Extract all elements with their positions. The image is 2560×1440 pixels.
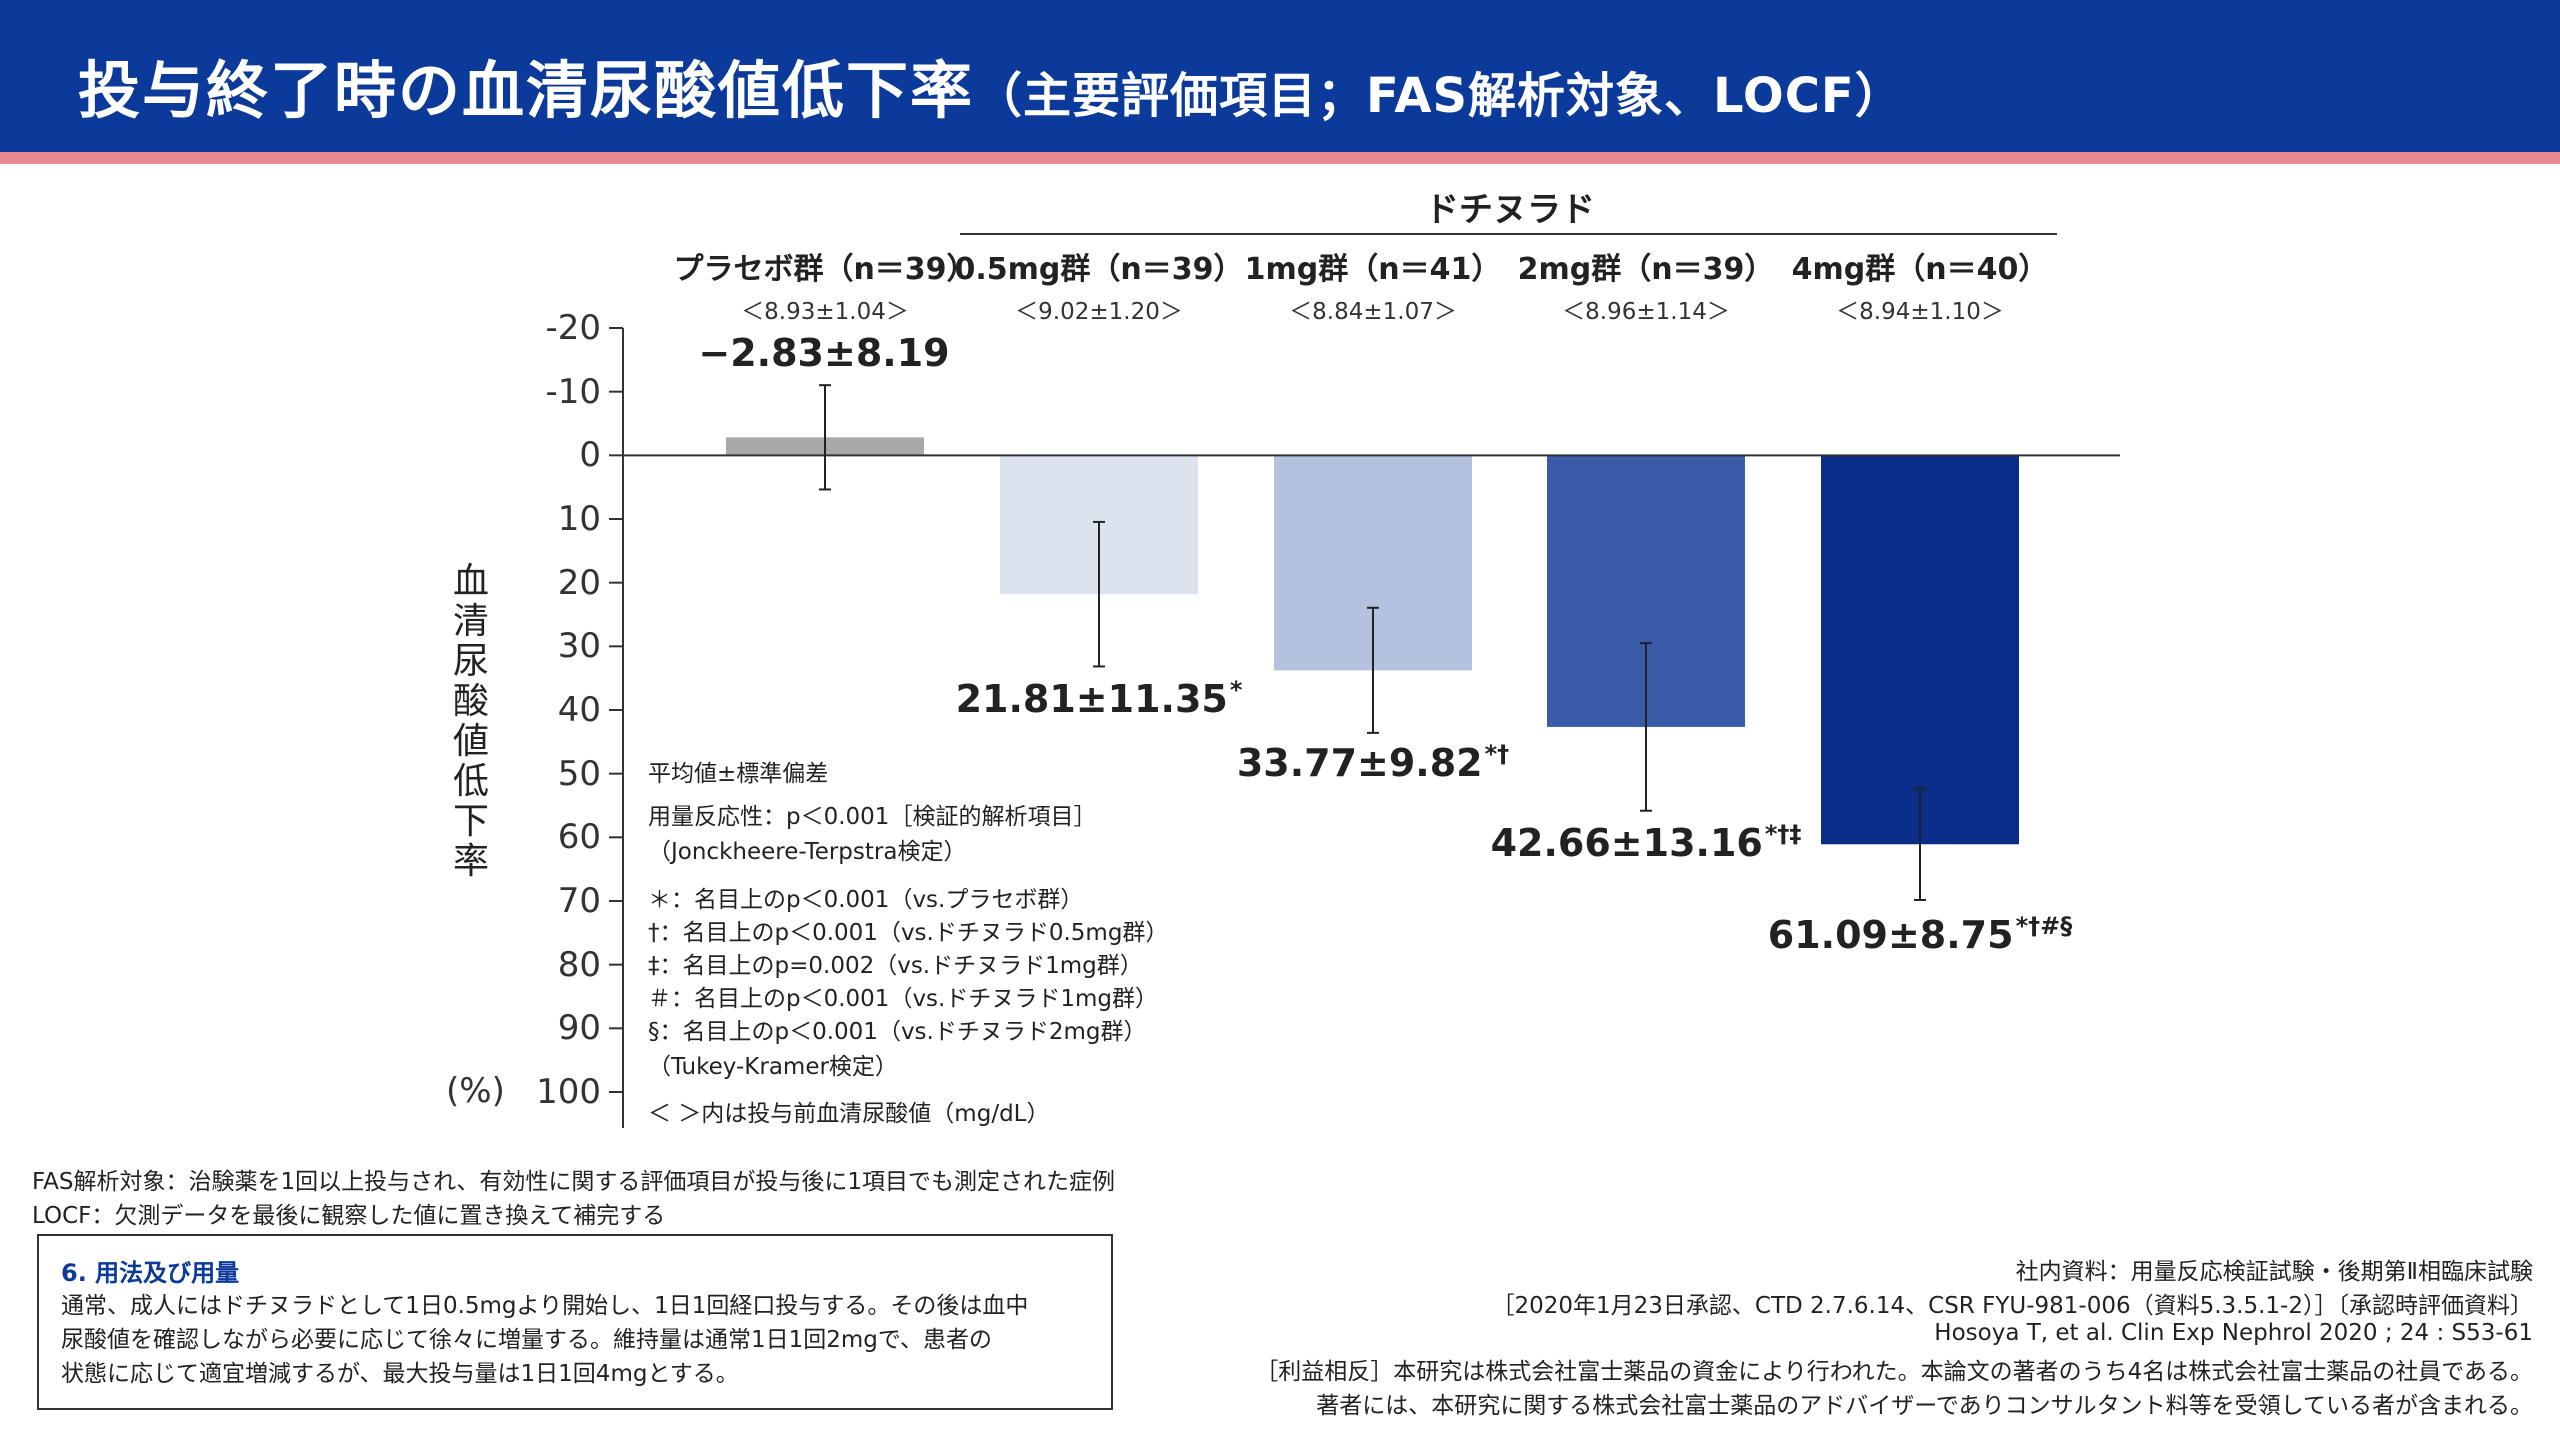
y-tick-label: 10: [557, 499, 601, 539]
y-tick-label: 60: [557, 817, 601, 858]
baseline-4mg: ＜8.94±1.10＞: [1836, 299, 2004, 325]
source-line: ［利益相反］本研究は株式会社富士薬品の資金により行われた。本論文の著者のうち4名…: [1255, 1359, 2533, 1385]
baseline-placebo: ＜8.93±1.04＞: [741, 299, 909, 325]
header-bar: [0, 0, 2560, 152]
value-label-placebo: −2.83±8.19: [698, 331, 950, 375]
value-label-4mg: 61.09±8.75*†#§: [1767, 912, 2073, 957]
y-tick-label: 90: [557, 1008, 601, 1049]
group-name-4mg: 4mg群（n＝40）: [1791, 252, 2049, 287]
y-tick-label: 70: [557, 881, 601, 921]
legend-note: 用量反応性：p＜0.001［検証的解析項目］: [648, 804, 1097, 830]
y-tick-label: 0: [579, 435, 601, 476]
group-name-2mg: 2mg群（n＝39）: [1517, 252, 1775, 287]
value-label-0-5mg: 21.81±11.35*: [955, 676, 1243, 721]
y-axis-unit: (%): [446, 1071, 505, 1111]
y-tick-label: 30: [557, 626, 601, 667]
footnote-locf: LOCF：欠測データを最後に観察した値に置き換えて補完する: [32, 1203, 666, 1229]
value-label-1mg: 33.77±9.82*†: [1236, 740, 1510, 785]
group-name-placebo: プラセボ群（n＝39）: [673, 252, 977, 287]
baseline-2mg: ＜8.96±1.14＞: [1562, 299, 1730, 325]
dosage-line: 通常、成人にはドチヌラドとして1日0.5mgより開始し、1日1回経口投与する。そ…: [61, 1293, 1029, 1319]
legend-note: ＜ ＞内は投与前血清尿酸値（mg/dL）: [648, 1101, 1050, 1127]
legend-note: †：名目上のp＜0.001（vs.ドチヌラド0.5mg群）: [648, 920, 1169, 946]
legend-note: ‡：名目上のp=0.002（vs.ドチヌラド1mg群）: [648, 953, 1143, 979]
legend-note: ＊：名目上のp＜0.001（vs.プラセボ群）: [648, 887, 1084, 913]
baseline-1mg: ＜8.84±1.07＞: [1289, 299, 1457, 325]
drug-label: ドチヌラド: [1425, 190, 1595, 230]
legend-note: （Tukey-Kramer検定）: [648, 1054, 898, 1080]
baseline-0-5mg: ＜9.02±1.20＞: [1015, 299, 1183, 325]
dosage-title: 6. 用法及び用量: [61, 1259, 240, 1287]
source-line: Hosoya T, et al. Clin Exp Nephrol 2020 ;…: [1934, 1320, 2533, 1346]
source-line: ［2020年1月23日承認、CTD 2.7.6.14、CSR FYU-981-0…: [1491, 1293, 2533, 1319]
title-main: 投与終了時の血清尿酸値低下率: [78, 54, 975, 127]
y-tick-label: 80: [557, 944, 601, 985]
source-line: 著者には、本研究に関する株式会社富士薬品のアドバイザーでありコンサルタント料等を…: [1316, 1393, 2533, 1419]
footnote-fas: FAS解析対象：治験薬を1回以上投与され、有効性に関する評価項目が投与後に1項目…: [32, 1169, 1115, 1195]
y-axis-title: 血清尿酸値低下率: [452, 561, 489, 882]
value-label-2mg: 42.66±13.16*†‡: [1490, 820, 1802, 865]
y-tick-label: 20: [557, 562, 601, 603]
title-sub: （主要評価項目；FAS解析対象、LOCF）: [974, 68, 1904, 124]
y-tick-label: 100: [536, 1072, 601, 1112]
page-title: 投与終了時の血清尿酸値低下率（主要評価項目；FAS解析対象、LOCF）: [78, 40, 1904, 130]
legend-note: （Jonckheere-Terpstra検定）: [648, 839, 967, 865]
group-name-1mg: 1mg群（n＝41）: [1244, 252, 1502, 287]
legend-note: §：名目上のp＜0.001（vs.ドチヌラド2mg群）: [648, 1019, 1147, 1045]
y-tick-label: 40: [557, 690, 601, 730]
header-stripe: [0, 152, 2560, 164]
y-tick-label: -20: [545, 308, 601, 348]
y-tick-label: 50: [557, 753, 601, 794]
legend-note: 平均値±標準偏差: [648, 761, 829, 787]
dosage-line: 尿酸値を確認しながら必要に応じて徐々に増量する。維持量は通常1日1回2mgで、患…: [61, 1327, 992, 1353]
dosage-line: 状態に応じて適宜増減するが、最大投与量は1日1回4mgとする。: [61, 1361, 739, 1387]
dosage-box: 6. 用法及び用量 通常、成人にはドチヌラドとして1日0.5mgより開始し、1日…: [37, 1234, 1113, 1410]
legend-note: ＃：名目上のp＜0.001（vs.ドチヌラド1mg群）: [648, 986, 1158, 1012]
source-line: 社内資料：用量反応検証試験・後期第Ⅱ相臨床試験: [2015, 1259, 2533, 1285]
bar: [1821, 455, 2019, 845]
group-name-0-5mg: 0.5mg群（n＝39）: [954, 252, 1244, 287]
y-tick-label: -10: [545, 371, 601, 412]
